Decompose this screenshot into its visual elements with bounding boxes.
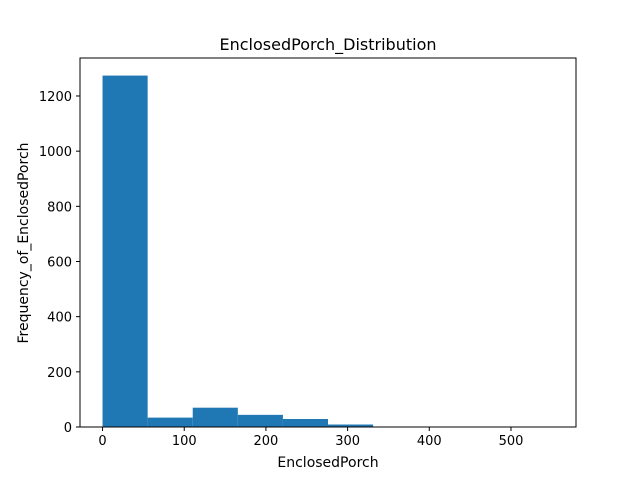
x-tick-label: 300 xyxy=(335,434,360,449)
y-tick-label: 0 xyxy=(64,421,72,436)
x-tick-label: 500 xyxy=(499,434,524,449)
y-tick-label: 400 xyxy=(47,311,72,326)
x-tick-label: 0 xyxy=(98,434,106,449)
y-tick-label: 600 xyxy=(47,255,72,270)
plot-frame xyxy=(79,57,577,428)
histogram-bar xyxy=(102,75,148,428)
y-tick-label: 1200 xyxy=(39,90,72,105)
x-tick-label: 100 xyxy=(172,434,197,449)
y-axis-ticks: 0 200 400 600 800 1000 1200 xyxy=(39,90,80,436)
x-axis-ticks: 0 100 200 300 400 500 xyxy=(98,427,523,449)
y-tick-label: 1000 xyxy=(39,145,72,160)
histogram-bar xyxy=(282,419,328,427)
y-tick-label: 200 xyxy=(47,366,72,381)
chart-title: EnclosedPorch_Distribution xyxy=(220,35,437,55)
histogram-bar xyxy=(237,414,283,427)
x-tick-label: 200 xyxy=(254,434,279,449)
histogram-bar xyxy=(192,407,238,427)
x-tick-label: 400 xyxy=(417,434,442,449)
histogram-bar xyxy=(147,417,193,427)
bars-group xyxy=(102,75,554,428)
y-tick-label: 800 xyxy=(47,200,72,215)
histogram-bar xyxy=(328,424,374,427)
y-axis-label: Frequency_of_EnclosedPorch xyxy=(16,142,32,343)
x-axis-label: EnclosedPorch xyxy=(277,455,378,471)
